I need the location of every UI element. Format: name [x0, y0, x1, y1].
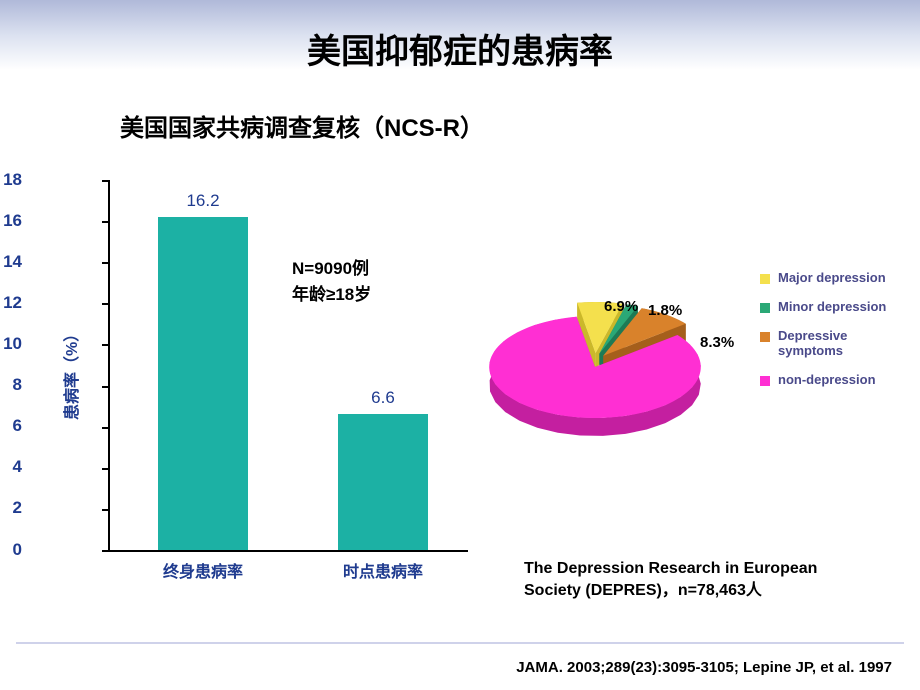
caption-line1: The Depression Research in European: [524, 560, 817, 577]
bar-chart: 16.2终身患病率6.6时点患病率 患病率（%） 024681012141618: [28, 170, 468, 590]
caption-line2: Society (DEPRES)，n=78,463人: [524, 582, 762, 599]
y-tick-label: 0: [0, 540, 22, 560]
pie-callout: 8.3%: [700, 334, 734, 351]
footer-divider: [16, 642, 904, 644]
y-tick-mark: [102, 550, 108, 552]
legend-item: Depressive symptoms: [760, 328, 898, 358]
bar-value-label: 6.6: [328, 388, 438, 408]
y-tick-mark: [102, 386, 108, 388]
y-tick-label: 14: [0, 252, 22, 272]
pie-caption: The Depression Research in European Soci…: [524, 558, 817, 603]
legend-item: Minor depression: [760, 299, 898, 314]
y-tick-mark: [102, 303, 108, 305]
slide-title: 美国抑郁症的患病率: [0, 24, 920, 73]
y-tick-label: 18: [0, 170, 22, 190]
bar-plot-area: 16.2终身患病率6.6时点患病率: [108, 180, 468, 550]
title-text: 美国抑郁症的患病率: [307, 33, 613, 71]
y-tick-label: 10: [0, 334, 22, 354]
y-tick-mark: [102, 427, 108, 429]
y-tick-mark: [102, 262, 108, 264]
sample-note: N=9090例 年龄≥18岁: [292, 256, 371, 307]
bar-category-label: 时点患病率: [318, 558, 448, 582]
y-axis-title: 患病率（%）: [58, 326, 82, 420]
legend-swatch: [760, 332, 770, 342]
y-tick-label: 4: [0, 457, 22, 477]
legend-label: non-depression: [778, 372, 876, 387]
x-axis: [108, 550, 468, 552]
legend-item: Major depression: [760, 270, 898, 285]
y-axis: [108, 180, 110, 550]
legend-swatch: [760, 376, 770, 386]
y-tick-label: 8: [0, 375, 22, 395]
subtitle: 美国国家共病调查复核（NCS-R）: [120, 108, 484, 143]
bar-value-label: 16.2: [148, 191, 258, 211]
citation-text: JAMA. 2003;289(23):3095-3105; Lepine JP,…: [516, 659, 892, 676]
y-tick-mark: [102, 221, 108, 223]
legend-label: Minor depression: [778, 299, 886, 314]
citation: JAMA. 2003;289(23):3095-3105; Lepine JP,…: [516, 659, 892, 676]
y-tick-label: 12: [0, 293, 22, 313]
y-tick-label: 6: [0, 416, 22, 436]
y-tick-label: 2: [0, 498, 22, 518]
legend-swatch: [760, 274, 770, 284]
bar: [338, 414, 428, 550]
subtitle-text: 美国国家共病调查复核（NCS-R）: [120, 115, 484, 142]
bar: [158, 217, 248, 550]
legend-item: non-depression: [760, 372, 898, 387]
y-tick-mark: [102, 344, 108, 346]
pie-callout: 6.9%: [604, 298, 638, 315]
y-tick-mark: [102, 180, 108, 182]
pie-legend: Major depression Minor depression Depressi…: [760, 270, 898, 401]
y-tick-mark: [102, 509, 108, 511]
legend-swatch: [760, 303, 770, 313]
note-line2: 年龄≥18岁: [292, 282, 371, 308]
bar-category-label: 终身患病率: [138, 558, 268, 582]
legend-label: Major depression: [778, 270, 886, 285]
y-tick-label: 16: [0, 211, 22, 231]
note-line1: N=9090例: [292, 256, 371, 282]
legend-label: Depressive symptoms: [778, 328, 898, 358]
pie-callout: 1.8%: [648, 302, 682, 319]
y-tick-mark: [102, 468, 108, 470]
